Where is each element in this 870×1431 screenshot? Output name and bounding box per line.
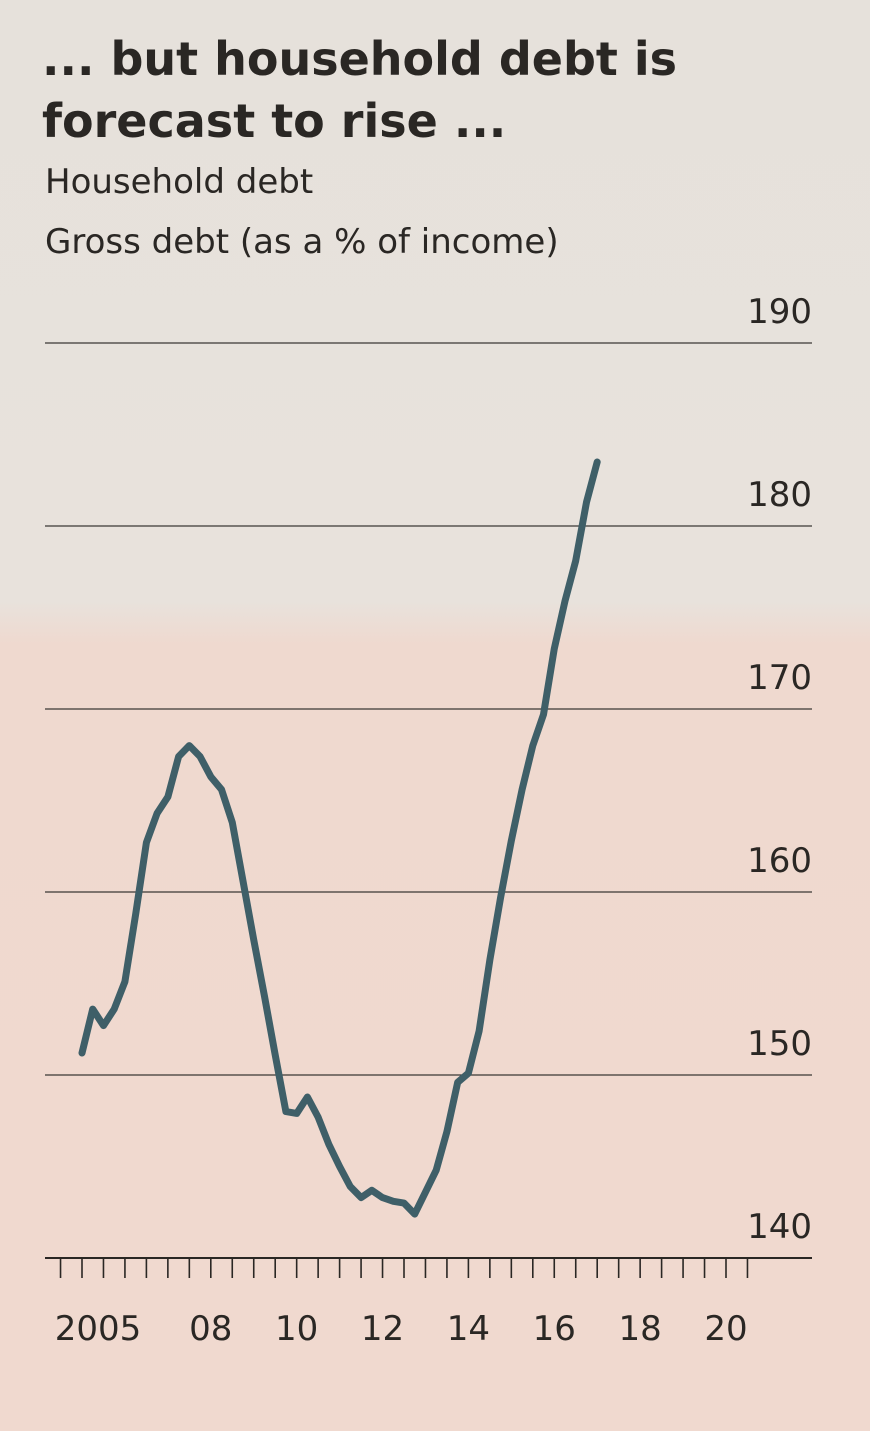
x-tick-label-16: 16 — [533, 1309, 576, 1349]
x-tick-label-18: 18 — [619, 1309, 662, 1349]
chart-subtitle-1: Household debt — [45, 162, 314, 202]
y-tick-label-140: 140 — [747, 1207, 812, 1247]
y-tick-label-190: 190 — [747, 292, 812, 332]
x-axis-labels: 2005 08 10 12 14 16 18 20 — [55, 1309, 748, 1349]
x-tick-label-14: 14 — [447, 1309, 490, 1349]
x-tick-label-2005: 2005 — [55, 1309, 142, 1349]
y-tick-label-170: 170 — [747, 658, 812, 698]
chart-title: ... but household debt is forecast to ri… — [42, 32, 678, 148]
chart-subtitle-2: Gross debt (as a % of income) — [45, 222, 559, 262]
y-tick-label-180: 180 — [747, 475, 812, 515]
x-tick-label-10: 10 — [275, 1309, 318, 1349]
y-axis-labels: 140 150 160 170 180 190 — [747, 292, 812, 1247]
y-tick-label-160: 160 — [747, 841, 812, 881]
x-tick-label-20: 20 — [704, 1309, 747, 1349]
y-tick-label-150: 150 — [747, 1024, 812, 1064]
x-axis — [45, 1257, 812, 1278]
x-tick-label-08: 08 — [189, 1309, 232, 1349]
series-layer — [78, 458, 601, 1218]
x-tick-label-12: 12 — [361, 1309, 404, 1349]
gridlines — [45, 342, 812, 1076]
series-line-0 — [78, 458, 601, 1218]
